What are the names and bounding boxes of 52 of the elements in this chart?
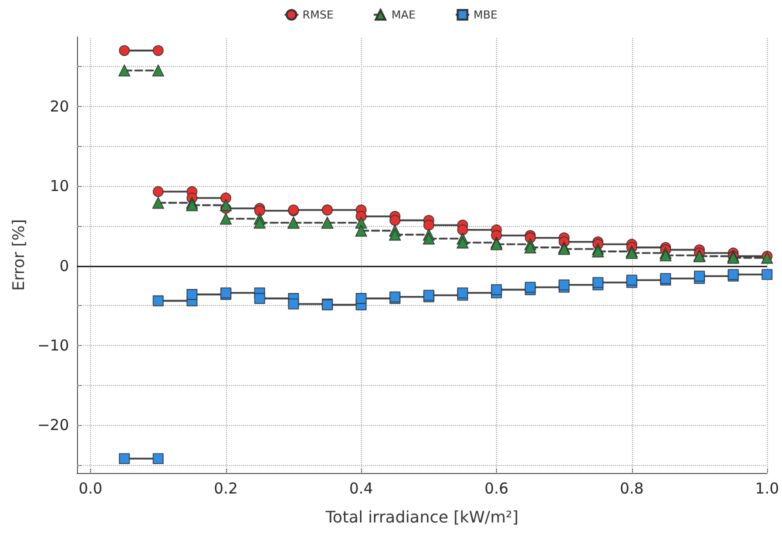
point: [390, 214, 400, 226]
x-tick-label: 0.2: [214, 480, 238, 498]
point: [422, 232, 435, 245]
point: [186, 289, 198, 300]
point: [524, 282, 536, 293]
point: [186, 199, 198, 212]
point: [524, 242, 536, 254]
point: [592, 246, 604, 258]
point: [254, 205, 266, 216]
y-tick-label: 10: [50, 177, 69, 196]
point: [288, 298, 299, 310]
point: [694, 270, 705, 282]
x-axis-title: Total irradiance [kW/m²]: [324, 508, 518, 526]
point: [254, 293, 266, 304]
point: [558, 279, 570, 290]
x-tick-label: 0.0: [78, 480, 102, 498]
y-tick-label: −20: [37, 416, 69, 434]
legend-label: RMSE: [302, 8, 334, 22]
y-tick-label: −10: [37, 336, 69, 354]
point: [355, 224, 368, 237]
point: [423, 220, 434, 231]
point: [118, 45, 130, 56]
point: [456, 236, 469, 249]
point: [626, 274, 638, 286]
point: [254, 216, 266, 229]
y-tick-label: 20: [50, 97, 69, 116]
x-tick-label: 0.8: [620, 480, 644, 498]
point: [152, 295, 164, 306]
legend-label: MBE: [474, 8, 498, 22]
point: [660, 250, 672, 262]
point: [592, 277, 604, 288]
point: [389, 228, 401, 241]
point: [118, 64, 130, 76]
point: [457, 287, 468, 298]
point: [356, 293, 367, 304]
y-tick-label: 0: [59, 256, 69, 275]
point: [152, 196, 164, 209]
point: [220, 212, 232, 225]
point: [220, 199, 232, 212]
point: [152, 186, 164, 198]
x-tick-label: 0.4: [349, 480, 374, 498]
x-tick-label: 0.6: [484, 480, 508, 498]
x-tick-label: 1.0: [755, 480, 779, 498]
point: [118, 453, 130, 464]
point: [152, 45, 164, 56]
y-axis-title: Error [%]: [8, 219, 28, 291]
point: [152, 453, 164, 464]
legend-label: MAE: [392, 8, 416, 22]
point: [152, 64, 164, 76]
point: [491, 284, 502, 296]
point: [762, 269, 772, 280]
point: [457, 224, 468, 236]
